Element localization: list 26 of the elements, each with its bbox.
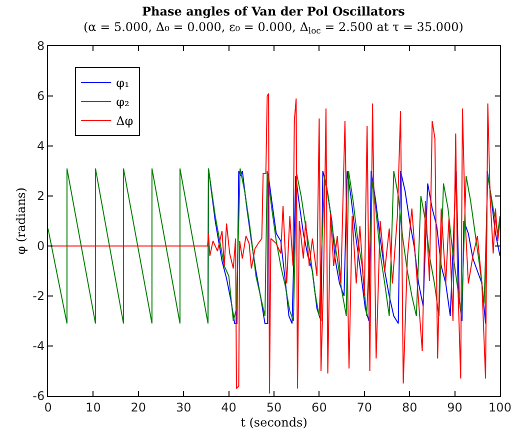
x-axis-title: t (seconds) <box>240 415 308 430</box>
y-tick-label: 4 <box>36 139 45 154</box>
y-tick-label: -4 <box>32 339 45 354</box>
y-tick-label: 6 <box>36 89 45 104</box>
chart-title: Phase angles of Van der Pol Oscillators <box>142 4 406 18</box>
x-tick-label: 70 <box>356 400 372 414</box>
y-tick-label: -6 <box>32 389 45 404</box>
legend-label: φ₂ <box>116 95 130 110</box>
y-tick-label: 8 <box>36 39 45 54</box>
y-tick-label: -2 <box>32 289 45 304</box>
x-tick-label: 100 <box>488 400 512 414</box>
x-tick-label: 50 <box>266 400 282 414</box>
x-tick-label: 10 <box>86 400 101 414</box>
chart-subtitle: (α = 5.000, Δ₀ = 0.000, ε₀ = 0.000, Δ$_{loc}$ = 2.500 at τ = 35.000) <box>83 20 464 36</box>
y-tick-label: 2 <box>36 189 45 204</box>
x-tick-label: 80 <box>402 400 418 414</box>
x-tick-label: 20 <box>130 400 146 414</box>
legend-label: Δφ <box>116 114 134 128</box>
x-tick-label: 90 <box>447 400 462 414</box>
x-tick-label: 30 <box>176 400 192 414</box>
legend-label: φ₁ <box>116 76 130 90</box>
y-tick-label: 0 <box>36 239 45 254</box>
line-series <box>48 168 500 324</box>
y-axis-title: φ (radians) <box>14 187 28 255</box>
x-tick-label: 60 <box>312 400 327 414</box>
x-tick-label: 40 <box>221 400 236 414</box>
